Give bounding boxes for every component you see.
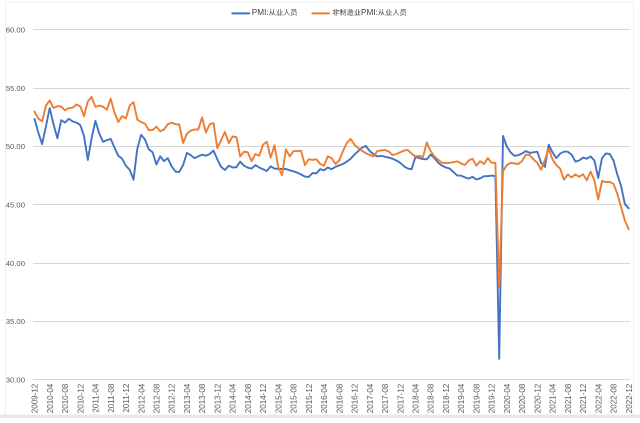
svg-text:2021-12: 2021-12 <box>579 383 588 413</box>
svg-text:2014-08: 2014-08 <box>244 383 253 413</box>
svg-text:2019-12: 2019-12 <box>488 383 497 413</box>
svg-text:2011-04: 2011-04 <box>92 383 101 412</box>
svg-text:2019-04: 2019-04 <box>457 383 466 413</box>
svg-text:2020-08: 2020-08 <box>518 383 527 413</box>
svg-text:2016-04: 2016-04 <box>320 383 329 413</box>
svg-text:2016-08: 2016-08 <box>335 383 344 413</box>
svg-text:2011-08: 2011-08 <box>107 383 116 412</box>
svg-text:2014-12: 2014-12 <box>259 383 268 413</box>
svg-text:60.00: 60.00 <box>6 26 25 35</box>
svg-text:PMI:: PMI: <box>361 8 378 17</box>
svg-text:30.00: 30.00 <box>6 376 25 385</box>
svg-text:2010-08: 2010-08 <box>61 383 70 413</box>
svg-text:2018-04: 2018-04 <box>412 383 421 413</box>
svg-text:2017-12: 2017-12 <box>396 383 405 413</box>
svg-text:2015-08: 2015-08 <box>290 383 299 413</box>
svg-text:2021-08: 2021-08 <box>564 383 573 413</box>
svg-text:35.00: 35.00 <box>6 317 25 326</box>
svg-text:2011-12: 2011-12 <box>122 383 131 412</box>
svg-text:2017-08: 2017-08 <box>381 383 390 413</box>
svg-text:2022-04: 2022-04 <box>594 383 603 413</box>
svg-text:2012-08: 2012-08 <box>153 383 162 413</box>
svg-text:2019-08: 2019-08 <box>472 383 481 413</box>
svg-text:55.00: 55.00 <box>6 84 25 93</box>
svg-text:2010-04: 2010-04 <box>46 383 55 413</box>
svg-text:2018-08: 2018-08 <box>427 383 436 413</box>
svg-text:PMI:: PMI: <box>252 8 269 17</box>
svg-text:2021-04: 2021-04 <box>549 383 558 413</box>
svg-text:2014-04: 2014-04 <box>229 383 238 413</box>
svg-text:2012-04: 2012-04 <box>137 383 146 413</box>
svg-text:2013-08: 2013-08 <box>198 383 207 413</box>
svg-text:50.00: 50.00 <box>6 142 25 151</box>
svg-text:2020-04: 2020-04 <box>503 383 512 413</box>
svg-text:2017-04: 2017-04 <box>366 383 375 413</box>
svg-text:2020-12: 2020-12 <box>533 383 542 413</box>
svg-text:2018-12: 2018-12 <box>442 383 451 413</box>
svg-text:40.00: 40.00 <box>6 259 25 268</box>
svg-text:2015-04: 2015-04 <box>274 383 283 413</box>
svg-text:2016-12: 2016-12 <box>351 383 360 413</box>
svg-text:2022-12: 2022-12 <box>625 383 634 413</box>
svg-text:2009-12: 2009-12 <box>31 383 40 413</box>
svg-text:2015-12: 2015-12 <box>305 383 314 413</box>
svg-text:2022-08: 2022-08 <box>610 383 619 413</box>
svg-text:2013-12: 2013-12 <box>213 383 222 413</box>
svg-text:2013-04: 2013-04 <box>183 383 192 413</box>
svg-text:2010-12: 2010-12 <box>76 383 85 413</box>
svg-text:45.00: 45.00 <box>6 201 25 210</box>
svg-text:2012-12: 2012-12 <box>168 383 177 413</box>
